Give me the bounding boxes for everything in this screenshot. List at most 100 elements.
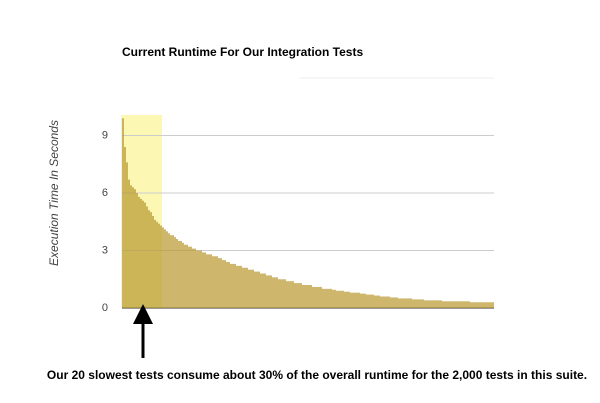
bar — [170, 235, 172, 308]
bar — [356, 292, 358, 308]
bar — [234, 263, 236, 308]
bar — [262, 273, 264, 308]
bar — [348, 291, 350, 308]
bar — [276, 277, 278, 308]
bar — [166, 231, 168, 308]
bar — [362, 293, 364, 308]
bar — [154, 219, 156, 308]
bar — [400, 298, 402, 308]
bar — [434, 300, 436, 308]
bar — [378, 295, 380, 308]
bar — [320, 286, 322, 308]
bar — [438, 300, 440, 308]
bar — [422, 299, 424, 308]
bar — [354, 292, 356, 308]
bar — [156, 221, 158, 308]
bar — [328, 288, 330, 308]
bar — [274, 277, 276, 308]
bar — [466, 301, 468, 308]
bar — [210, 254, 212, 308]
bar — [146, 206, 148, 308]
bar — [388, 296, 390, 308]
bar — [450, 301, 452, 308]
bar — [130, 185, 132, 308]
bar — [428, 300, 430, 308]
bar — [186, 244, 188, 308]
bar — [134, 189, 136, 308]
bar — [454, 301, 456, 308]
bar — [462, 301, 464, 308]
bar — [342, 290, 344, 308]
bar — [250, 269, 252, 308]
bar — [382, 296, 384, 308]
bar — [244, 267, 246, 308]
bar — [144, 202, 146, 308]
bar — [248, 269, 250, 308]
bar — [208, 254, 210, 308]
arrow-head — [133, 304, 153, 324]
bar — [402, 298, 404, 308]
bar — [414, 299, 416, 308]
bar — [220, 258, 222, 308]
bar — [298, 283, 300, 308]
y-tick-label: 9 — [102, 129, 108, 141]
bar — [404, 298, 406, 308]
bar — [484, 302, 486, 308]
bar — [490, 302, 492, 308]
bar — [306, 285, 308, 308]
bar — [242, 267, 244, 308]
bar — [368, 294, 370, 308]
bar — [288, 281, 290, 308]
bar — [286, 281, 288, 308]
y-tick-label: 0 — [102, 302, 108, 314]
bar — [196, 250, 198, 308]
bar — [338, 290, 340, 308]
bar — [162, 227, 164, 308]
bar — [188, 246, 190, 308]
bar — [278, 279, 280, 308]
bar — [240, 265, 242, 308]
bar — [488, 302, 490, 308]
bar — [446, 301, 448, 308]
bar — [226, 262, 228, 308]
bar — [200, 250, 202, 308]
bar — [230, 263, 232, 308]
bar — [324, 288, 326, 308]
bar — [440, 300, 442, 308]
bar — [398, 298, 400, 308]
bar — [136, 193, 138, 308]
bar — [148, 210, 150, 308]
bar — [254, 271, 256, 308]
bar — [468, 301, 470, 308]
bar — [190, 246, 192, 308]
bar — [420, 299, 422, 308]
bar — [352, 292, 354, 308]
y-tick-label: 3 — [102, 244, 108, 256]
bar — [366, 294, 368, 308]
bar — [458, 301, 460, 308]
bars — [122, 118, 494, 308]
bar — [232, 263, 234, 308]
bar — [316, 286, 318, 308]
bar — [192, 248, 194, 308]
bar — [270, 275, 272, 308]
bar — [330, 288, 332, 308]
bar — [332, 289, 334, 308]
bar — [204, 252, 206, 308]
bar — [246, 267, 248, 308]
bar — [350, 292, 352, 308]
bar — [436, 300, 438, 308]
bar — [344, 291, 346, 308]
bar — [124, 147, 126, 308]
bar — [308, 285, 310, 308]
bar — [284, 279, 286, 308]
bar — [376, 295, 378, 308]
chart-title: Current Runtime For Our Integration Test… — [122, 45, 363, 59]
bar — [412, 299, 414, 308]
bar — [266, 275, 268, 308]
bar — [456, 301, 458, 308]
bar — [238, 265, 240, 308]
bar — [480, 302, 482, 308]
bar — [410, 298, 412, 308]
